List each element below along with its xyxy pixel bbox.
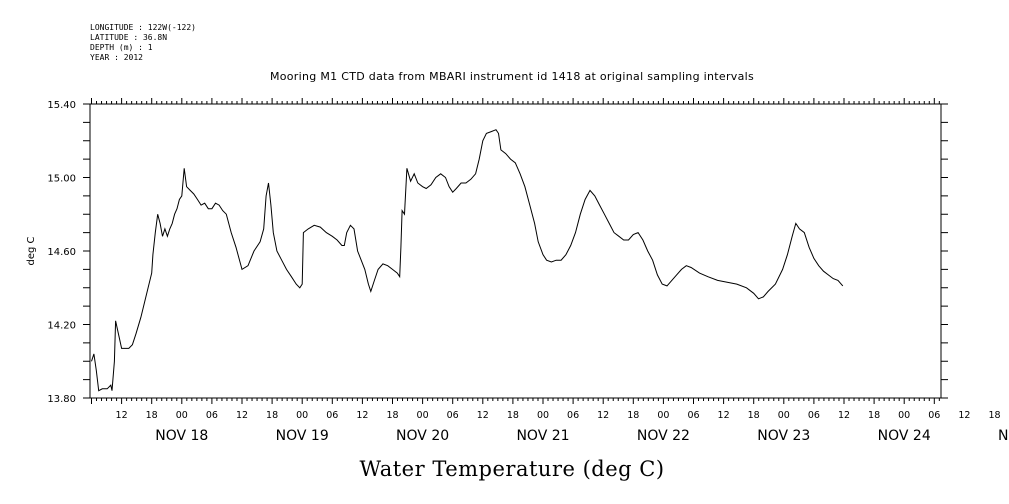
axis-ticks xyxy=(83,98,948,404)
y-tick-label: 15.40 xyxy=(47,100,76,111)
x-hour-label: 18 xyxy=(386,410,398,421)
x-hour-label: 18 xyxy=(266,410,278,421)
latitude-text: LATITUDE : 36.8N xyxy=(90,33,167,42)
x-day-label: NOV 18 xyxy=(155,428,208,444)
x-hour-label: 06 xyxy=(447,410,459,421)
temperature-series-line xyxy=(91,129,844,392)
x-hour-label: 00 xyxy=(778,410,790,421)
x-hour-label: 18 xyxy=(507,410,519,421)
x-hour-label: 12 xyxy=(597,410,609,421)
x-hour-label: 06 xyxy=(808,410,820,421)
x-day-label: NOV 19 xyxy=(276,428,329,444)
x-hour-label: 12 xyxy=(236,410,248,421)
x-day-label: NOV 24 xyxy=(878,428,931,444)
depth-text: DEPTH (m) : 1 xyxy=(90,43,153,52)
x-hour-label: 12 xyxy=(838,410,850,421)
x-hour-label: 00 xyxy=(537,410,549,421)
x-hour-label: 12 xyxy=(958,410,970,421)
x-hour-label: 00 xyxy=(898,410,910,421)
x-day-label: NOV 25 xyxy=(998,428,1009,444)
x-hour-label: 18 xyxy=(627,410,639,421)
x-hour-label: 12 xyxy=(718,410,730,421)
x-hour-label: 12 xyxy=(356,410,368,421)
chart-title: Mooring M1 CTD data from MBARI instrumen… xyxy=(270,70,754,83)
x-hour-label: 00 xyxy=(417,410,429,421)
x-hour-label: 06 xyxy=(567,410,579,421)
x-hour-label: 12 xyxy=(116,410,128,421)
x-hour-label: 18 xyxy=(146,410,158,421)
plot-frame xyxy=(89,103,942,399)
x-hour-label: 00 xyxy=(296,410,308,421)
x-day-label: NOV 22 xyxy=(637,428,690,444)
x-hour-label: 00 xyxy=(657,410,669,421)
year-text: YEAR : 2012 xyxy=(90,53,143,62)
y-tick-label: 14.60 xyxy=(47,247,76,258)
x-hour-label: 00 xyxy=(176,410,188,421)
x-hour-label: 06 xyxy=(206,410,218,421)
y-axis-label: deg C xyxy=(26,236,37,265)
x-day-label: NOV 21 xyxy=(516,428,569,444)
x-day-label: NOV 20 xyxy=(396,428,449,444)
x-axis-title: Water Temperature (deg C) xyxy=(359,457,664,481)
x-hour-label: 06 xyxy=(687,410,699,421)
longitude-text: LONGITUDE : 122W(-122) xyxy=(90,23,196,32)
x-tick-labels: 12 18 00 06 12 18 00 06 12 18 00 06 12 18 00 06 12 18 00 06… xyxy=(116,410,1009,444)
y-tick-label: 14.20 xyxy=(47,321,76,332)
x-hour-label: 06 xyxy=(928,410,940,421)
y-tick-label: 15.00 xyxy=(47,174,76,185)
x-hour-label: 12 xyxy=(477,410,489,421)
x-hour-label: 18 xyxy=(988,410,1000,421)
y-tick-labels: 13.80 14.20 14.60 15.00 15.40 xyxy=(47,100,76,405)
x-day-label: NOV 23 xyxy=(757,428,810,444)
x-hour-label: 18 xyxy=(868,410,880,421)
x-hour-label: 18 xyxy=(748,410,760,421)
x-hour-label: 06 xyxy=(326,410,338,421)
y-tick-label: 13.80 xyxy=(47,394,76,405)
